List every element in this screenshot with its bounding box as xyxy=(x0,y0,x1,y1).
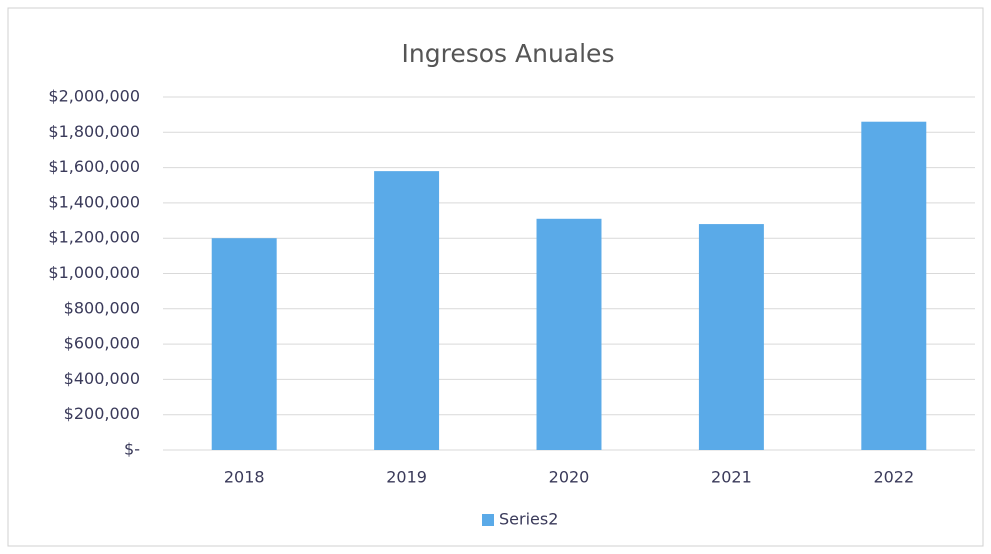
y-tick-label: $400,000 xyxy=(64,369,140,388)
legend-label: Series2 xyxy=(499,510,558,529)
y-tick-label: $200,000 xyxy=(64,404,140,423)
y-tick-label: $2,000,000 xyxy=(48,87,140,106)
legend-swatch xyxy=(482,514,494,526)
bar xyxy=(374,171,440,450)
chart-border xyxy=(7,7,984,547)
chart-title: Ingresos Anuales xyxy=(402,39,615,68)
x-tick-label: 2021 xyxy=(711,468,752,487)
y-tick-label: $- xyxy=(124,440,140,459)
x-tick-label: 2019 xyxy=(386,468,427,487)
x-tick-label: 2020 xyxy=(549,468,590,487)
y-tick-label: $1,400,000 xyxy=(48,192,140,211)
y-tick-label: $800,000 xyxy=(64,298,140,317)
bar xyxy=(536,218,602,450)
bar xyxy=(211,238,277,450)
y-tick-label: $1,200,000 xyxy=(48,228,140,247)
x-tick-label: 2018 xyxy=(224,468,265,487)
y-tick-label: $1,600,000 xyxy=(48,157,140,176)
y-tick-label: $1,800,000 xyxy=(48,122,140,141)
x-tick-label: 2022 xyxy=(873,468,914,487)
bar xyxy=(861,121,927,451)
y-tick-label: $1,000,000 xyxy=(48,263,140,282)
bar xyxy=(698,224,764,450)
y-tick-label: $600,000 xyxy=(64,334,140,353)
